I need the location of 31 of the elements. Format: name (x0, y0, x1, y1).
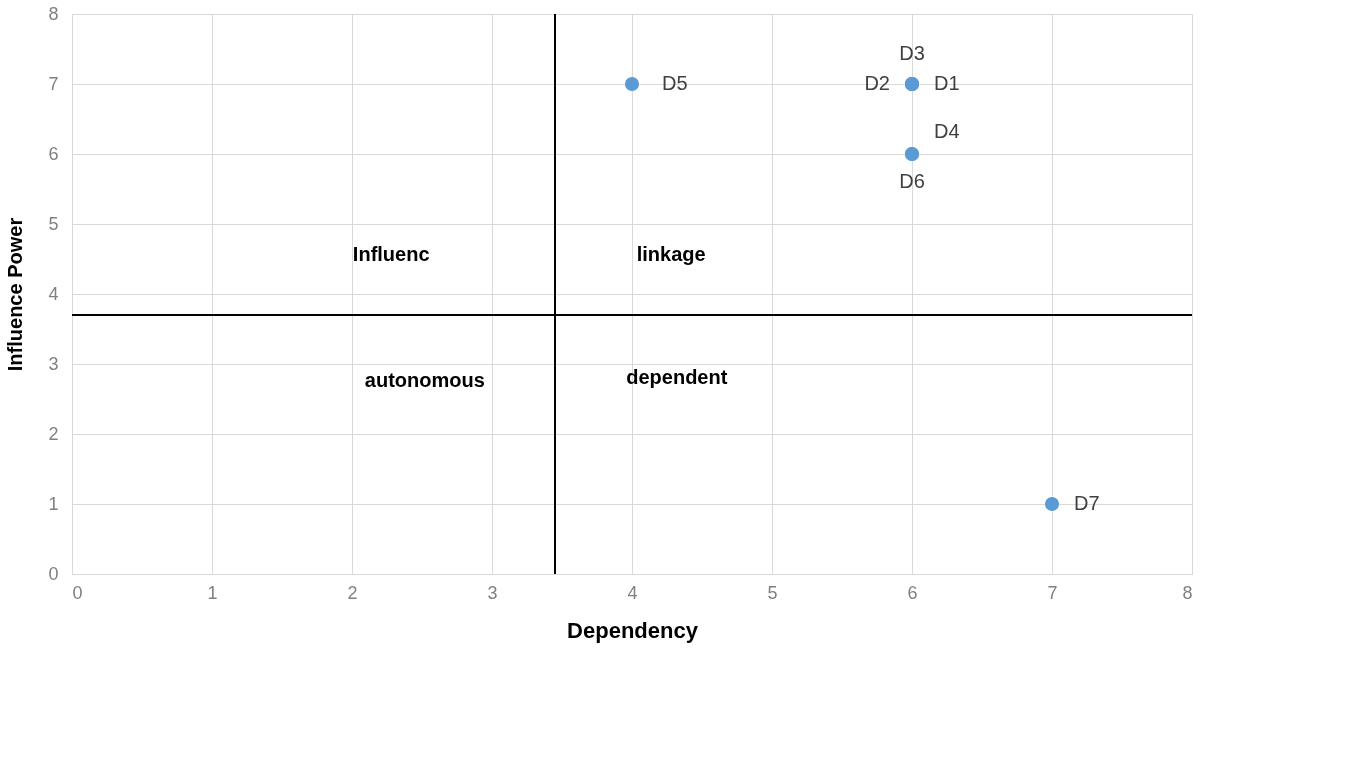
x-tick-label: 6 (907, 582, 918, 603)
x-tick-label: 5 (767, 582, 778, 603)
data-label: D7 (1074, 492, 1100, 514)
y-tick-label: 2 (48, 423, 59, 444)
annotation: dependent (626, 366, 728, 388)
annotation: linkage (636, 242, 706, 265)
y-tick-label: 5 (48, 213, 59, 234)
x-tick-label: 1 (207, 582, 218, 603)
y-tick-label: 8 (48, 3, 59, 24)
annotation: Influenc (352, 242, 430, 265)
x-tick-label: 7 (1047, 582, 1058, 603)
x-tick-label: 3 (487, 582, 498, 603)
x-tick-label: 2 (347, 582, 358, 603)
annotation: autonomous (364, 368, 485, 391)
x-tick-label: 8 (1182, 582, 1193, 603)
y-axis-title: Influence Power (4, 217, 27, 372)
data-label: D6 (899, 170, 925, 192)
y-tick-label: 6 (48, 143, 59, 164)
data-label: D2 (864, 72, 890, 94)
y-tick-label: 7 (48, 73, 59, 94)
data-label: D4 (934, 120, 960, 142)
y-tick-label: 0 (48, 563, 59, 584)
y-tick-label: 3 (48, 353, 59, 374)
data-label: D3 (899, 42, 925, 64)
y-tick-label: 4 (48, 283, 59, 304)
x-tick-label: 0 (72, 582, 83, 603)
y-tick-label: 1 (48, 493, 59, 514)
x-tick-label: 4 (627, 582, 638, 603)
data-label: D5 (662, 72, 688, 94)
x-axis-title: Dependency (567, 617, 699, 643)
data-label: D1 (934, 72, 960, 94)
